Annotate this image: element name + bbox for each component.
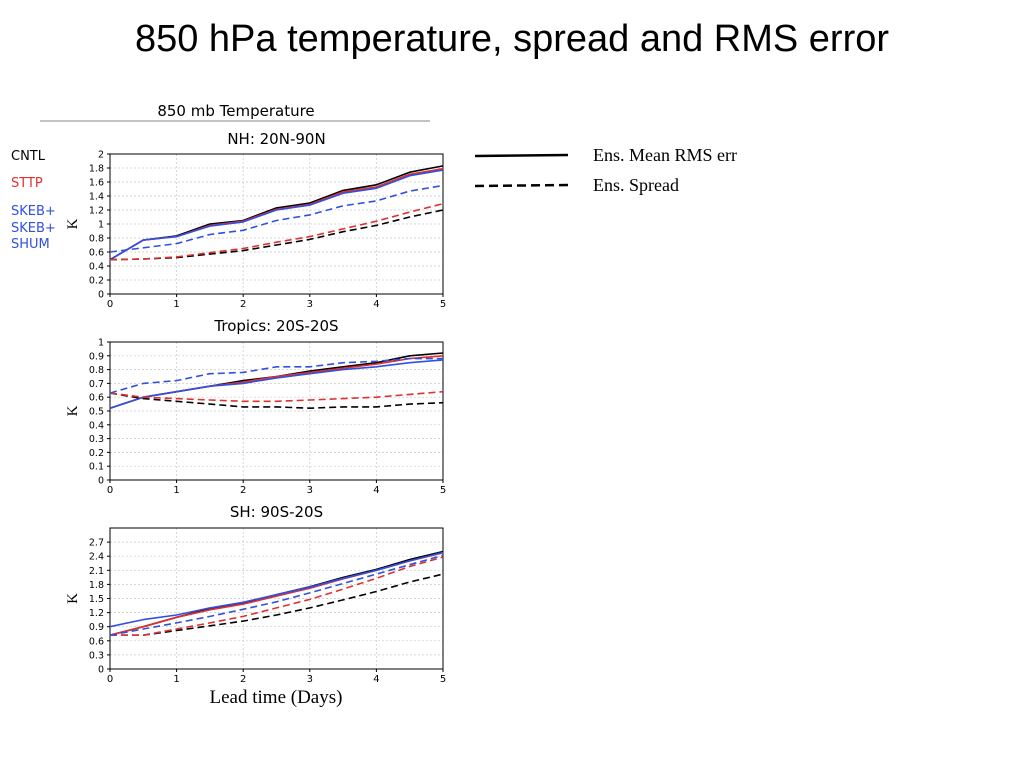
- y-tick-label: 2: [98, 150, 104, 161]
- series-line-spread: [109, 554, 444, 636]
- y-tick-label: 1.2: [89, 608, 104, 619]
- x-axis-label: Lead time (Days): [210, 687, 343, 708]
- series-line-spread: [110, 573, 444, 637]
- panel-title: SH: 90S-20S: [230, 503, 323, 521]
- y-axis-label: K: [65, 593, 81, 604]
- y-tick-label: 0.8: [89, 234, 104, 245]
- y-tick-label: 0.1: [89, 462, 104, 473]
- x-tick-label: 4: [373, 485, 379, 496]
- y-tick-label: 0.6: [89, 248, 104, 259]
- x-tick-label: 0: [107, 485, 113, 496]
- legend-model-label: SKEB+: [11, 221, 56, 236]
- x-tick-label: 1: [173, 674, 179, 685]
- y-tick-label: 2.4: [89, 552, 104, 563]
- panel-title: NH: 20N-90N: [227, 130, 325, 148]
- y-tick-label: 0.6: [89, 393, 104, 404]
- x-tick-label: 0: [107, 674, 113, 685]
- x-tick-label: 5: [440, 299, 446, 310]
- y-tick-label: 1.4: [89, 192, 104, 203]
- series-line-spread: [109, 202, 444, 261]
- y-tick-label: 0.9: [89, 622, 104, 633]
- y-tick-label: 2.7: [89, 538, 104, 549]
- figure-title: 850 mb Temperature: [157, 102, 314, 120]
- series-line-spread: [110, 556, 444, 637]
- x-tick-label: 5: [440, 485, 446, 496]
- figure-header: 850 mb Temperature: [40, 102, 430, 122]
- y-tick-label: 0: [98, 290, 104, 301]
- x-tick-label: 3: [307, 485, 313, 496]
- x-tick-label: 5: [440, 674, 446, 685]
- y-tick-label: 0: [98, 476, 104, 487]
- y-tick-label: 1.2: [89, 206, 104, 217]
- legend-model-label: STTP: [11, 176, 43, 191]
- y-tick-label: 0.9: [89, 351, 104, 362]
- legend-model-label: SHUM: [11, 237, 50, 252]
- legend-line-solid: [474, 153, 569, 158]
- series-line-rms: [109, 359, 444, 409]
- legend-style-label: Ens. Spread: [593, 175, 679, 195]
- y-tick-label: 0: [98, 665, 104, 676]
- y-tick-label: 1.8: [89, 164, 104, 175]
- y-tick-label: 1: [98, 220, 104, 231]
- y-tick-label: 2.1: [89, 566, 104, 577]
- legend-model-label: CNTL: [11, 149, 46, 164]
- y-tick-label: 0.4: [89, 262, 104, 273]
- y-tick-label: 1: [98, 338, 104, 349]
- x-tick-label: 1: [173, 299, 179, 310]
- y-tick-label: 0.8: [89, 365, 104, 376]
- y-tick-label: 0.5: [89, 407, 104, 418]
- chart-panels: NH: 20N-90N 0 0.2 0.4 0.6 0.8 1 1.2 1.4 1.6 1.8 2 0 1…: [65, 130, 446, 685]
- x-tick-label: 1: [173, 485, 179, 496]
- y-tick-label: 0.3: [89, 650, 104, 661]
- y-axis-label: K: [65, 405, 81, 416]
- y-tick-label: 0.2: [89, 448, 104, 459]
- y-tick-label: 0.6: [89, 636, 104, 647]
- x-tick-label: 2: [240, 674, 246, 685]
- y-tick-label: 1.6: [89, 178, 104, 189]
- x-tick-label: 3: [307, 674, 313, 685]
- y-tick-label: 0.3: [89, 434, 104, 445]
- series-line-spread: [109, 392, 444, 410]
- series-line-spread: [109, 184, 444, 253]
- series-line-spread: [109, 390, 444, 403]
- y-tick-label: 0.2: [89, 276, 104, 287]
- x-tick-label: 3: [307, 299, 313, 310]
- y-tick-label: 0.4: [89, 420, 104, 431]
- x-tick-label: 4: [373, 299, 379, 310]
- x-tick-label: 0: [107, 299, 113, 310]
- line-style-legend: Ens. Mean RMS err Ens. Spread: [474, 145, 737, 195]
- y-tick-label: 1.8: [89, 580, 104, 591]
- series-line-rms: [109, 551, 444, 628]
- chart-panel: Tropics: 20S-20S 0 0.1 0.2 0.3 0.4 0.5 0.6 0.7 0.…: [65, 317, 446, 496]
- y-axis-label: K: [65, 218, 81, 229]
- slide-title: 850 hPa temperature, spread and RMS erro…: [134, 18, 890, 60]
- chart-panel: SH: 90S-20S 0 0.3 0.6 0.9 1.2 1.5 1.8 2.1 2.4 2.7 0…: [65, 503, 446, 685]
- y-tick-label: 0.7: [89, 379, 104, 390]
- panel-title: Tropics: 20S-20S: [213, 317, 338, 335]
- x-tick-label: 2: [240, 485, 246, 496]
- x-tick-label: 4: [373, 674, 379, 685]
- legend-model-label: SKEB+: [11, 204, 56, 219]
- chart-panel: NH: 20N-90N 0 0.2 0.4 0.6 0.8 1 1.2 1.4 1.6 1.8 2 0 1…: [65, 130, 446, 310]
- series-line-rms: [109, 169, 444, 261]
- y-tick-label: 1.5: [89, 594, 104, 605]
- series-line-spread: [109, 357, 443, 394]
- x-tick-label: 2: [240, 299, 246, 310]
- legend-style-label: Ens. Mean RMS err: [593, 145, 737, 165]
- legend-line-dashed: [474, 183, 569, 188]
